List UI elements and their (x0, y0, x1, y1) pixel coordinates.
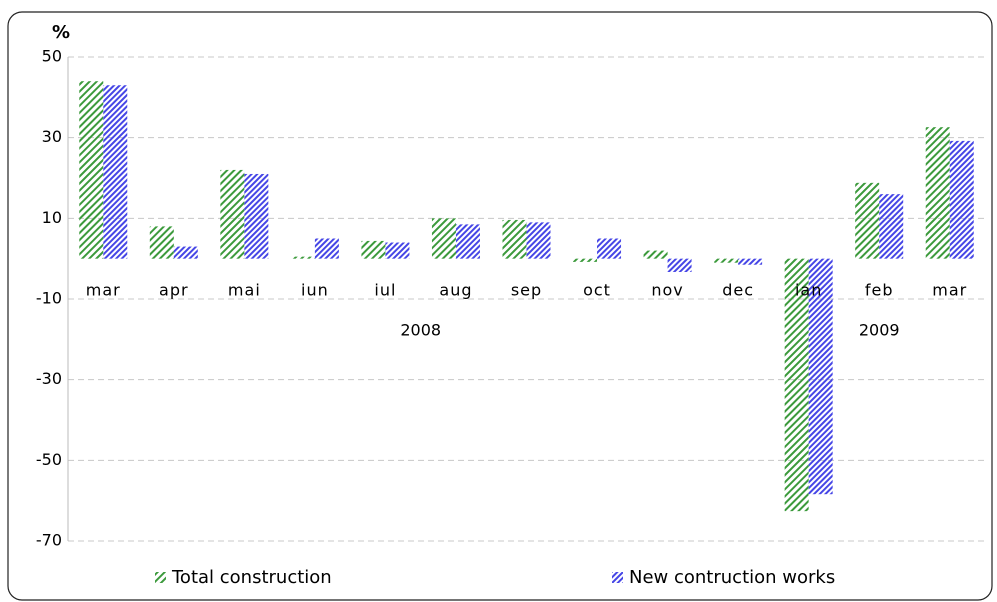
bar (173, 246, 198, 259)
bar (879, 194, 904, 259)
legend-swatch (155, 572, 166, 583)
x-tick-label: iun (301, 281, 329, 300)
bar (949, 140, 974, 259)
bar (667, 258, 692, 272)
chart-frame (7, 11, 993, 601)
bar (361, 240, 386, 259)
bar (714, 258, 739, 263)
bar (103, 85, 128, 259)
bar (855, 182, 880, 259)
legend-label: New contruction works (629, 567, 835, 588)
bar (290, 256, 315, 259)
bar (314, 238, 339, 259)
x-tick-label: sep (511, 281, 542, 300)
x-group-label: 2008 (400, 321, 441, 340)
bar (738, 258, 763, 265)
x-tick-label: oct (583, 281, 611, 300)
bar (149, 226, 174, 259)
legend-label: Total construction (171, 567, 332, 588)
x-tick-label: apr (159, 281, 189, 300)
bar (220, 169, 245, 259)
x-tick-label: dec (722, 281, 754, 300)
bar (808, 258, 833, 495)
x-tick-label: feb (865, 281, 894, 300)
bar (431, 218, 456, 259)
bar (597, 238, 622, 259)
y-axis-label: % (52, 22, 70, 43)
bar (643, 250, 668, 259)
y-tick-label: 30 (42, 127, 62, 146)
bar (526, 222, 551, 259)
y-tick-label: -70 (36, 531, 62, 550)
bar (925, 127, 950, 259)
y-tick-label: -10 (36, 289, 62, 308)
bar (502, 219, 527, 259)
y-tick-label: -30 (36, 369, 62, 388)
x-tick-label: iul (374, 281, 396, 300)
x-group-label: 2009 (859, 321, 900, 340)
bar (385, 242, 410, 259)
y-tick-label: 50 (42, 47, 62, 66)
x-tick-label: mai (228, 281, 261, 300)
bar (79, 81, 104, 259)
bar (784, 258, 809, 512)
y-tick-label: -50 (36, 450, 62, 469)
x-tick-label: aug (439, 281, 472, 300)
bar (455, 224, 480, 259)
x-tick-label: mar (932, 281, 967, 300)
legend-swatch (612, 572, 623, 583)
x-tick-label: mar (86, 281, 121, 300)
bar (244, 173, 269, 259)
x-tick-label: ian (795, 281, 822, 300)
y-tick-label: 10 (42, 208, 62, 227)
x-tick-label: nov (651, 281, 683, 300)
bar (573, 258, 598, 262)
